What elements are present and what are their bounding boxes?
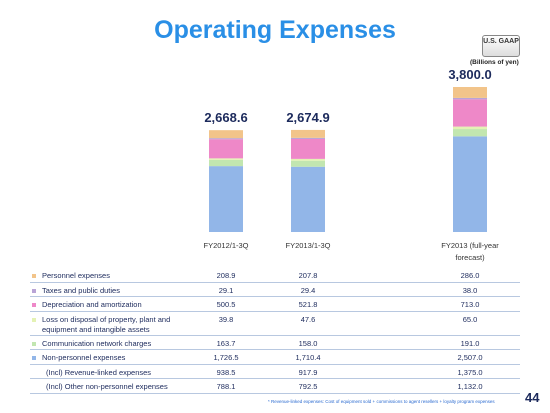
row-label: Communication network charges [30, 339, 198, 349]
table-row: Depreciation and amortization 500.5 521.8 7… [30, 297, 520, 312]
bar-segment [453, 136, 487, 232]
bar-segment [453, 126, 487, 130]
row-label: Non-personnel expenses [30, 353, 198, 363]
table-cell: 1,375.0 [457, 367, 483, 377]
bar-segment [453, 87, 487, 98]
badge: U.S. GAAP [482, 35, 520, 57]
bar-segment [291, 160, 325, 167]
bar-segment [209, 159, 243, 167]
table-cell: 29.1 [218, 285, 234, 295]
table-cell: 191.0 [460, 338, 480, 348]
bar-segment [209, 166, 243, 232]
row-label: (Incl) Other non-personnel expenses [30, 382, 198, 392]
table-cell: 521.8 [298, 300, 318, 309]
legend-swatch [32, 341, 36, 346]
table-cell: 47.6 [300, 314, 316, 324]
total-label: 2,674.9 [286, 110, 329, 125]
total-label: 3,800.0 [448, 67, 491, 82]
row-label: Personnel expenses [30, 271, 198, 281]
row-name: Personnel expenses [42, 271, 110, 280]
table-cell: 1,726.5 [213, 353, 239, 362]
legend-swatch [32, 356, 36, 360]
table-cell: 1,132.0 [457, 382, 483, 391]
table-cell: 2,507.0 [457, 353, 483, 362]
bar-segment [209, 130, 243, 139]
row-name: Loss on disposal of property, plant and … [42, 314, 171, 334]
bar-segment [291, 166, 325, 232]
table-row: (Incl) Other non-personnel expenses 788.1… [30, 379, 520, 394]
table-cell: 29.4 [300, 285, 316, 295]
chart: 2,668.6 2,674.9 3,800.0 [204, 67, 492, 232]
table-cell: 788.1 [216, 382, 236, 391]
footnote: * Revenue-linked expenses: Cost of equip… [268, 399, 495, 404]
row-label: Depreciation and amortization [30, 300, 198, 310]
total-label: 2,668.6 [204, 110, 247, 125]
row-label: Taxes and public duties [30, 286, 198, 296]
legend-swatch [32, 288, 36, 293]
row-name: Communication network charges [42, 338, 152, 348]
row-name: Depreciation and amortization [42, 300, 142, 309]
table-cell: 792.5 [298, 382, 318, 391]
table-cell: 65.0 [462, 314, 478, 324]
page-number: 44 [525, 390, 540, 405]
table-cell: 938.5 [216, 367, 236, 377]
table-row: Communication network charges 163.7 158.0 1… [30, 336, 520, 350]
bar-segment [209, 138, 243, 140]
unit: (Billions of yen) [470, 59, 519, 66]
table-cell: 208.9 [216, 271, 236, 280]
table-row: Personnel expenses 208.9 207.8 286.0 [30, 268, 520, 283]
table-cell: 500.5 [216, 300, 236, 309]
table-cell: 917.9 [298, 367, 318, 377]
bar-segment [291, 137, 325, 139]
bar-segment [453, 97, 487, 100]
bar-segment [209, 139, 243, 159]
legend-swatch [32, 274, 36, 278]
table-cell: 207.8 [298, 271, 318, 280]
row-label: Loss on disposal of property, plant and … [30, 315, 198, 335]
table-row: (Incl) Revenue-linked expenses 938.5 917.9… [30, 365, 520, 379]
table-cell: 286.0 [460, 271, 480, 280]
title: Operating Expenses [154, 16, 396, 44]
table-cell: 713.0 [460, 300, 480, 309]
row-label: (Incl) Revenue-linked expenses [30, 368, 198, 378]
bar-segment [291, 138, 325, 159]
bar-segment [209, 158, 243, 160]
table-row: Loss on disposal of property, plant and … [30, 312, 520, 336]
category-label: FY2013 (full-year forecast) [441, 241, 499, 262]
bar-segment [291, 129, 325, 138]
legend-swatch [32, 317, 36, 322]
category-label: FY2012/1-3Q [203, 241, 249, 250]
legend-swatch [32, 303, 36, 307]
bar-segment [291, 158, 325, 161]
table-cell: 39.8 [218, 314, 234, 324]
row-name: (Incl) Revenue-linked expenses [46, 367, 152, 377]
table-cell: 38.0 [462, 285, 478, 295]
table-cell: 163.7 [216, 338, 236, 348]
bar-segment [453, 129, 487, 137]
row-name: Taxes and public duties [42, 285, 120, 295]
table-cell: 158.0 [298, 338, 318, 348]
table-row: Taxes and public duties 29.1 29.4 38.0 [30, 283, 520, 297]
bar-segment [453, 99, 487, 127]
table-row: Non-personnel expenses 1,726.5 1,710.4 2,50… [30, 350, 520, 365]
table: Personnel expenses 208.9 207.8 286.0 Taxes a… [30, 268, 520, 394]
table-cell: 1,710.4 [295, 353, 321, 362]
category-label: FY2013/1-3Q [285, 241, 331, 250]
row-name: Non-personnel expenses [42, 353, 126, 362]
row-name: (Incl) Other non-personnel expenses [46, 382, 168, 391]
